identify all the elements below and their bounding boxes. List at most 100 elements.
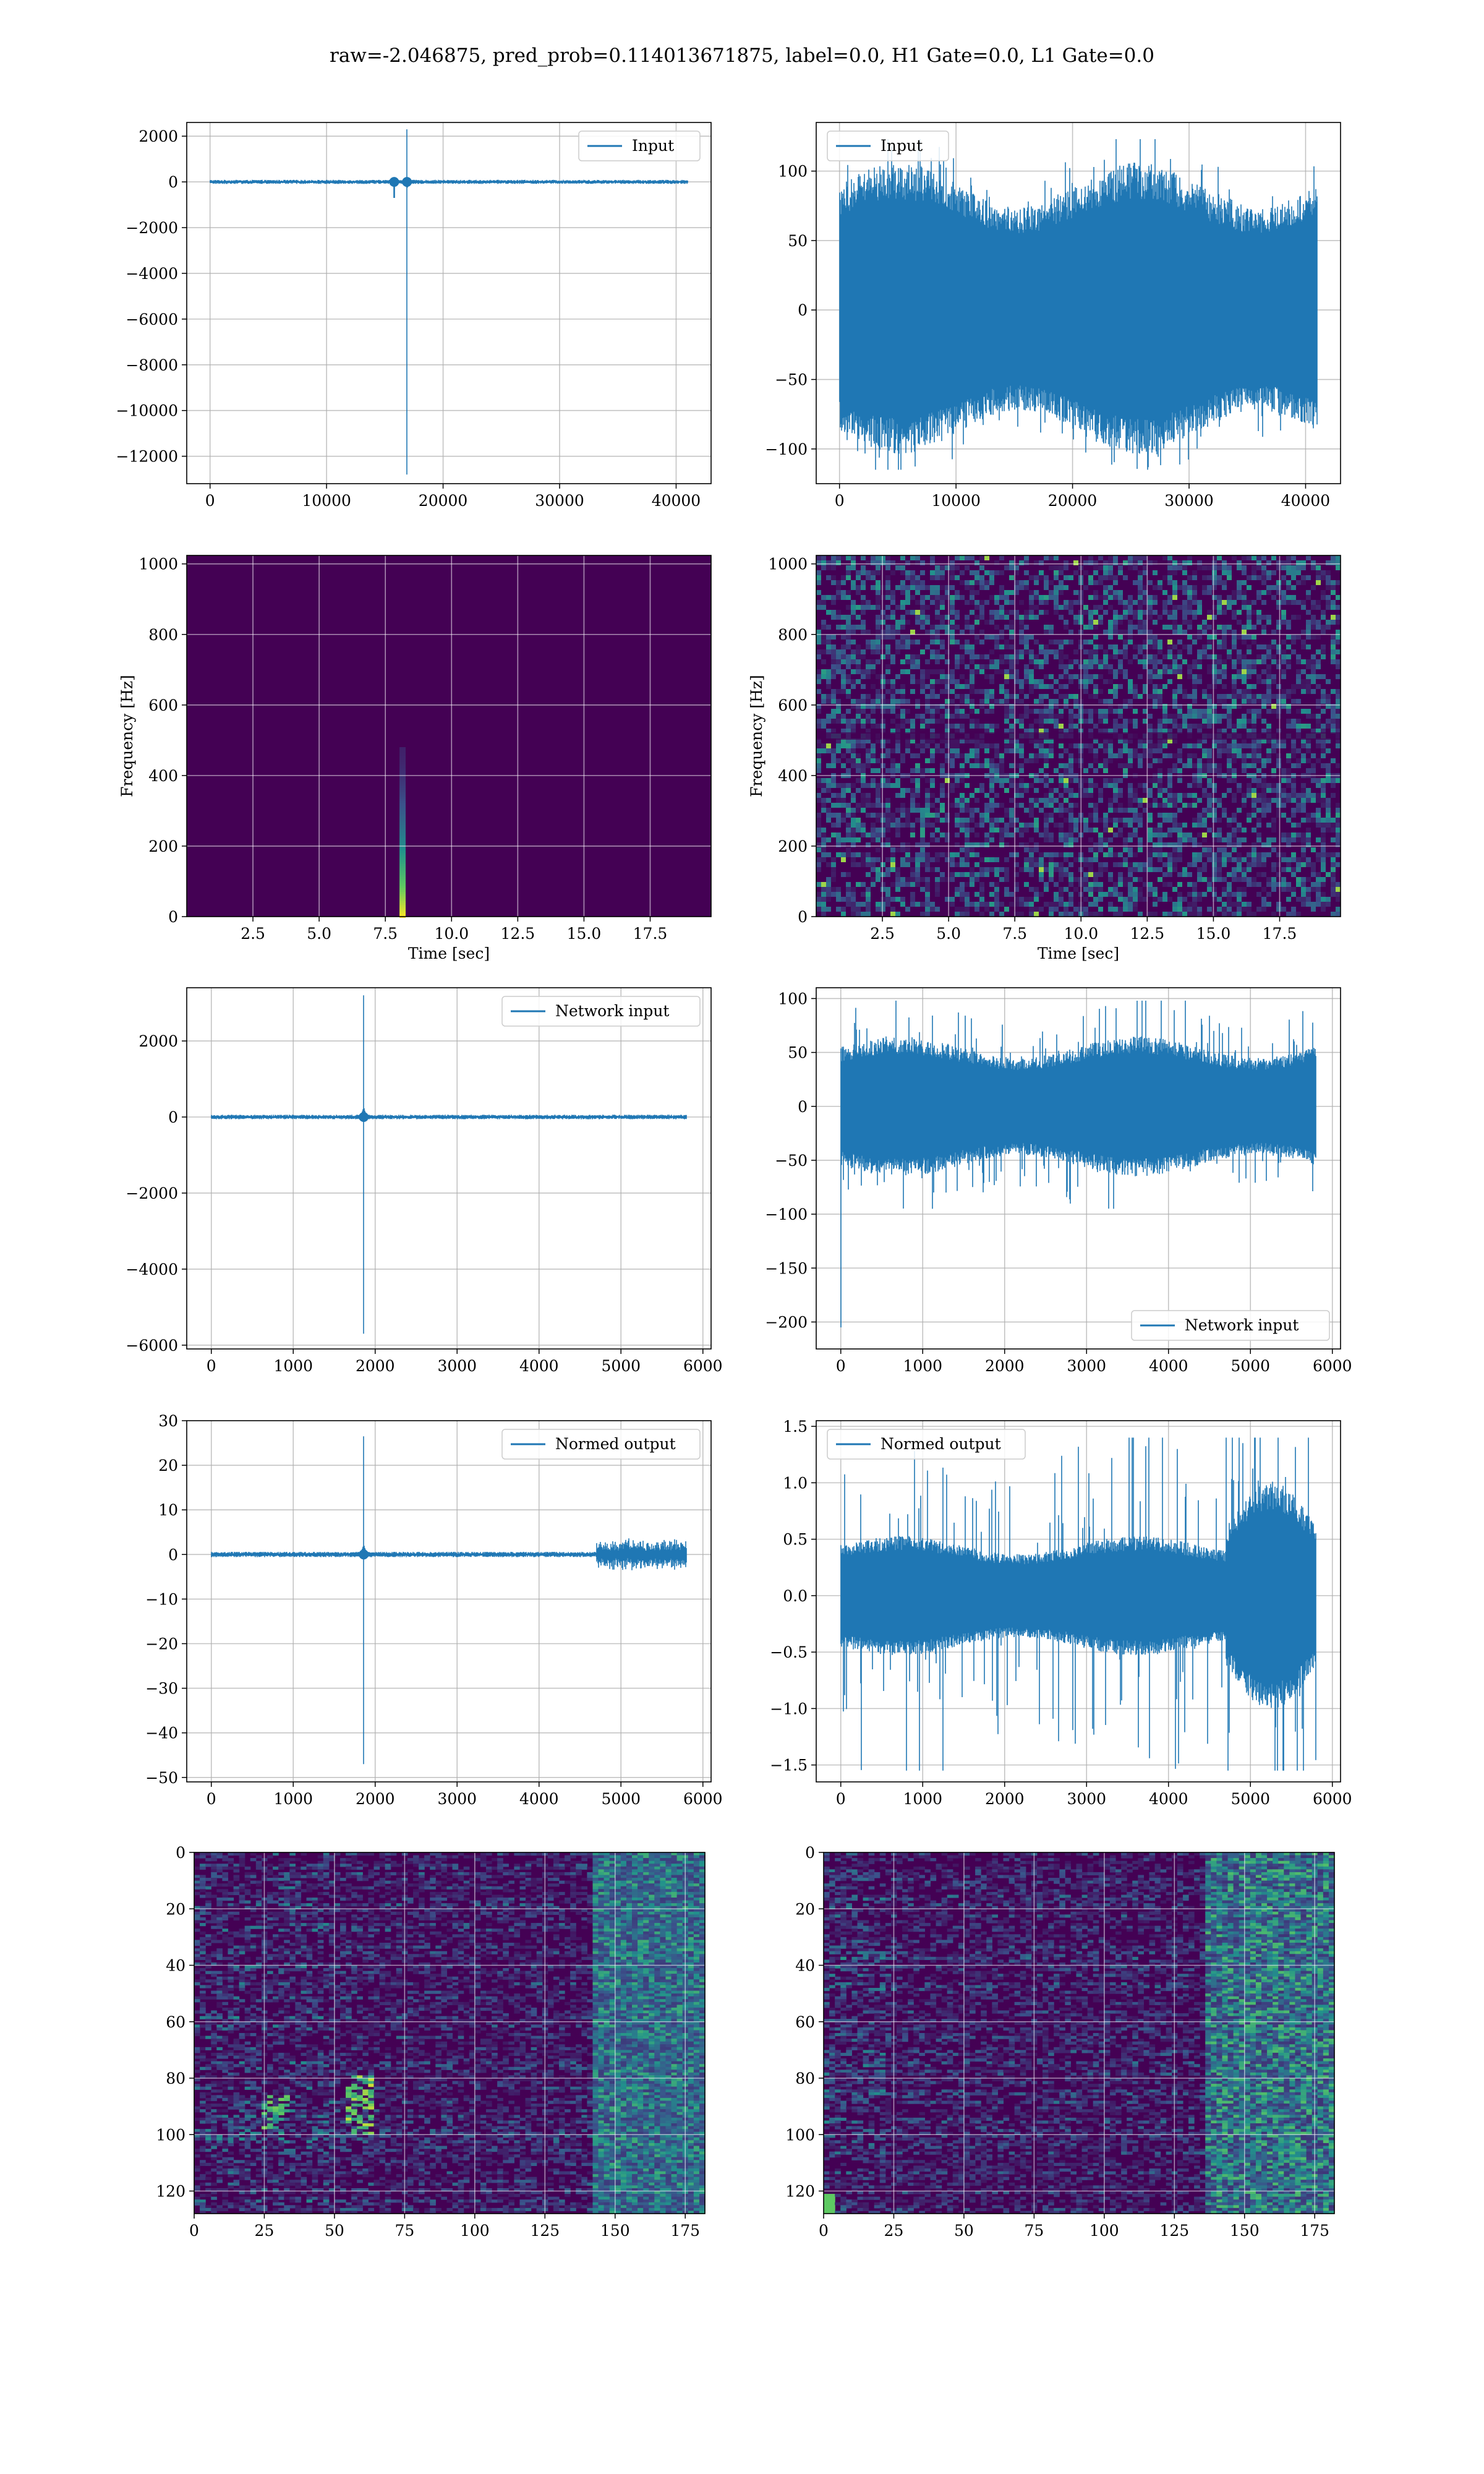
heatmap-cell bbox=[1336, 852, 1341, 857]
heatmap-cell bbox=[1321, 857, 1326, 862]
heatmap-cell bbox=[604, 1858, 610, 1861]
heatmap-cell bbox=[1276, 798, 1281, 803]
heatmap-cell bbox=[399, 758, 406, 760]
heatmap-cell bbox=[856, 585, 861, 590]
heatmap-cell bbox=[1158, 743, 1162, 748]
heatmap-cell bbox=[340, 1861, 346, 1864]
heatmap-cell bbox=[1296, 837, 1301, 842]
heatmap-cell bbox=[816, 719, 821, 724]
heatmap-cell bbox=[1148, 887, 1153, 892]
heatmap-cell bbox=[1123, 768, 1128, 773]
heatmap-cell bbox=[846, 674, 851, 679]
heatmap-cell bbox=[1133, 897, 1138, 902]
heatmap-cell bbox=[816, 833, 821, 837]
heatmap-cell bbox=[885, 872, 890, 877]
heatmap-cell bbox=[1296, 867, 1301, 872]
heatmap-cell bbox=[1123, 862, 1128, 867]
y-tick-label: 400 bbox=[778, 767, 808, 785]
heatmap-cell bbox=[960, 897, 965, 902]
heatmap-cell bbox=[1039, 778, 1044, 783]
heatmap-cell bbox=[1034, 778, 1039, 783]
heatmap-cell bbox=[1336, 709, 1341, 714]
heatmap-cell bbox=[1068, 818, 1073, 823]
heatmap-cell bbox=[846, 887, 851, 892]
heatmap-cell bbox=[1172, 902, 1177, 907]
heatmap-cell bbox=[999, 644, 1004, 649]
heatmap-cell bbox=[1167, 788, 1172, 793]
heatmap-cell bbox=[881, 783, 885, 788]
heatmap-cell bbox=[930, 555, 935, 560]
heatmap-cell bbox=[846, 615, 851, 620]
heatmap-cell bbox=[989, 758, 994, 763]
heatmap-cell bbox=[1128, 833, 1133, 837]
heatmap-cell bbox=[1148, 674, 1153, 679]
heatmap-cell bbox=[399, 766, 406, 768]
heatmap-cell bbox=[1059, 684, 1064, 689]
heatmap-cell bbox=[1252, 793, 1256, 798]
heatmap-cell bbox=[1039, 719, 1044, 724]
heatmap-cell bbox=[1167, 600, 1172, 605]
heatmap-cell bbox=[1039, 857, 1044, 862]
heatmap-cell bbox=[1039, 560, 1044, 565]
heatmap-cell bbox=[1321, 590, 1326, 595]
heatmap-cell bbox=[1133, 788, 1138, 793]
heatmap-cell bbox=[1331, 585, 1336, 590]
heatmap-cell bbox=[950, 674, 955, 679]
heatmap-cell bbox=[1197, 783, 1202, 788]
heatmap-cell bbox=[1331, 654, 1336, 659]
heatmap-cell bbox=[861, 654, 866, 659]
heatmap-cell bbox=[965, 847, 970, 852]
heatmap-cell bbox=[1331, 600, 1336, 605]
heatmap-cell bbox=[1049, 674, 1054, 679]
heatmap-cell bbox=[1049, 872, 1054, 877]
heatmap-cell bbox=[876, 813, 881, 818]
heatmap-cell bbox=[1054, 768, 1059, 773]
heatmap-cell bbox=[846, 808, 851, 813]
heatmap-cell bbox=[399, 883, 406, 884]
heatmap-cell bbox=[1167, 842, 1172, 847]
heatmap-cell bbox=[1242, 674, 1247, 679]
heatmap-cell bbox=[846, 575, 851, 580]
heatmap-cell bbox=[1232, 833, 1237, 837]
heatmap-cell bbox=[960, 674, 965, 679]
heatmap-cell bbox=[871, 555, 876, 560]
heatmap-cell bbox=[836, 758, 841, 763]
heatmap-cell bbox=[284, 1864, 290, 1867]
heatmap-cell bbox=[920, 877, 925, 882]
heatmap-cell bbox=[1207, 719, 1212, 724]
heatmap-cell bbox=[399, 820, 406, 821]
heatmap-cell bbox=[1291, 699, 1296, 704]
heatmap-cell bbox=[935, 694, 940, 699]
heatmap-cell bbox=[1162, 833, 1167, 837]
heatmap-cell bbox=[871, 768, 876, 773]
heatmap-cell bbox=[1331, 778, 1336, 783]
heatmap-cell bbox=[1192, 818, 1197, 823]
heatmap-cell bbox=[1207, 828, 1212, 833]
heatmap-cell bbox=[1311, 565, 1316, 570]
heatmap-cell bbox=[1123, 823, 1128, 828]
x-tick-label: 5000 bbox=[601, 1790, 641, 1808]
heatmap-cell bbox=[399, 879, 406, 881]
heatmap-cell bbox=[1256, 743, 1261, 748]
heatmap-cell bbox=[1326, 897, 1331, 902]
heatmap-cell bbox=[871, 857, 876, 862]
heatmap-cell bbox=[1237, 743, 1242, 748]
heatmap-cell bbox=[915, 793, 920, 798]
heatmap-cell bbox=[1153, 664, 1158, 669]
heatmap-cell bbox=[1306, 818, 1311, 823]
heatmap-cell bbox=[984, 818, 989, 823]
heatmap-cell bbox=[861, 674, 866, 679]
heatmap-cell bbox=[1296, 674, 1301, 679]
heatmap-cell bbox=[1291, 615, 1296, 620]
heatmap-cell bbox=[228, 1861, 234, 1864]
y-tick-label: 200 bbox=[148, 837, 178, 855]
heatmap-cell bbox=[950, 560, 955, 565]
heatmap-cell bbox=[610, 1861, 616, 1864]
heatmap-cell bbox=[851, 842, 856, 847]
heatmap-cell bbox=[1024, 580, 1029, 585]
heatmap-cell bbox=[816, 897, 821, 902]
heatmap-cell bbox=[890, 659, 895, 664]
heatmap-cell bbox=[1212, 570, 1217, 575]
heatmap-cell bbox=[831, 659, 836, 664]
heatmap-cell bbox=[399, 905, 406, 907]
